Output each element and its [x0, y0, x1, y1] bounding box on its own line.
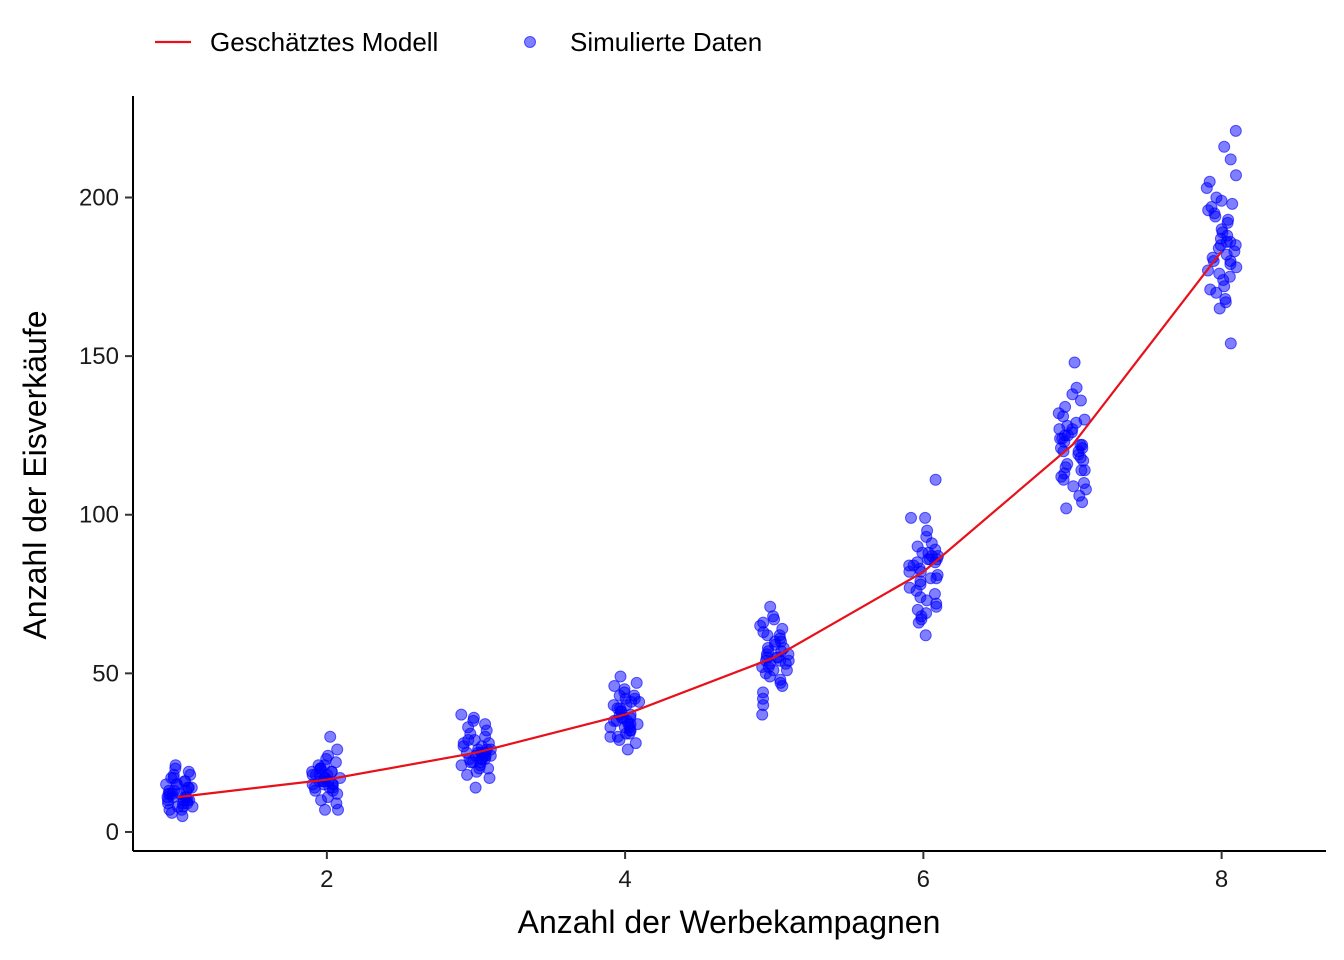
data-point — [455, 708, 468, 721]
data-point — [905, 511, 917, 524]
legend-point-swatch — [524, 36, 536, 48]
data-point — [911, 540, 924, 553]
data-point — [331, 743, 344, 756]
data-point — [1224, 337, 1237, 350]
data-point — [1204, 283, 1217, 296]
data-point — [1078, 413, 1091, 426]
data-point — [1230, 169, 1242, 182]
data-point — [314, 762, 327, 775]
data-point — [1224, 153, 1237, 166]
data-point — [757, 616, 770, 629]
data-point — [169, 759, 182, 772]
data-point — [469, 781, 482, 794]
data-point — [1205, 201, 1218, 213]
data-point — [1229, 124, 1242, 137]
data-point — [764, 600, 777, 613]
data-point — [467, 711, 480, 724]
data-point — [1210, 191, 1223, 204]
data-point — [325, 765, 338, 778]
y-tick-label: 0 — [106, 819, 119, 846]
data-point — [464, 756, 477, 769]
data-point — [629, 737, 642, 750]
x-tick-label: 2 — [320, 866, 333, 893]
data-point — [1213, 267, 1226, 280]
x-tick-label: 8 — [1215, 866, 1228, 893]
data-point — [774, 673, 787, 686]
data-point — [1059, 400, 1072, 413]
data-point — [903, 581, 916, 594]
data-point — [322, 749, 334, 762]
data-point — [1203, 175, 1216, 188]
data-point — [928, 588, 941, 600]
data-point — [757, 686, 769, 699]
data-point — [630, 676, 643, 689]
data-point — [1223, 270, 1236, 283]
model-line — [177, 250, 1223, 799]
y-tick-label: 150 — [79, 343, 119, 370]
x-axis-title: Anzahl der Werbekampagnen — [518, 904, 941, 940]
data-point — [1078, 477, 1090, 489]
legend-label-data: Simulierte Daten — [570, 27, 762, 57]
data-point — [607, 699, 620, 712]
y-axis-ticks: 0 50 100 150 200 — [79, 185, 133, 846]
data-point — [776, 622, 789, 635]
data-point — [1070, 381, 1083, 394]
data-point — [1219, 293, 1232, 305]
data-point — [163, 803, 176, 816]
data-point — [1224, 235, 1237, 248]
data-point — [924, 572, 937, 585]
data-point — [324, 730, 337, 743]
legend-label-model: Geschätztes Modell — [210, 27, 438, 57]
data-point — [1218, 140, 1231, 153]
y-tick-label: 50 — [92, 660, 119, 687]
y-tick-label: 200 — [79, 185, 119, 212]
data-point — [911, 603, 924, 616]
data-point — [608, 680, 621, 692]
data-point — [1074, 394, 1087, 407]
data-point — [903, 559, 916, 572]
data-point — [614, 670, 627, 683]
data-point — [1074, 438, 1087, 451]
data-point — [179, 775, 192, 788]
x-tick-label: 6 — [917, 866, 930, 893]
data-point — [1060, 502, 1073, 515]
x-tick-label: 4 — [618, 866, 631, 893]
data-point — [1222, 213, 1235, 226]
data-point — [1226, 197, 1239, 210]
data-point — [919, 629, 932, 642]
data-point — [1061, 458, 1074, 470]
x-axis-ticks: 2 4 6 8 — [320, 851, 1228, 893]
data-point — [621, 743, 634, 756]
data-point — [1068, 356, 1081, 369]
data-point — [1067, 480, 1080, 493]
points-layer — [160, 124, 1243, 823]
y-tick-label: 100 — [79, 502, 119, 529]
data-point — [618, 683, 631, 696]
data-point — [479, 718, 492, 731]
data-point — [929, 473, 942, 486]
legend: Geschätztes Modell Simulierte Daten — [155, 27, 762, 57]
data-point — [922, 553, 934, 566]
y-axis-title: Anzahl der Eisverkäufe — [17, 310, 53, 639]
data-point — [604, 721, 617, 734]
data-point — [921, 524, 934, 537]
data-point — [919, 511, 932, 524]
model-line-layer — [177, 250, 1223, 799]
